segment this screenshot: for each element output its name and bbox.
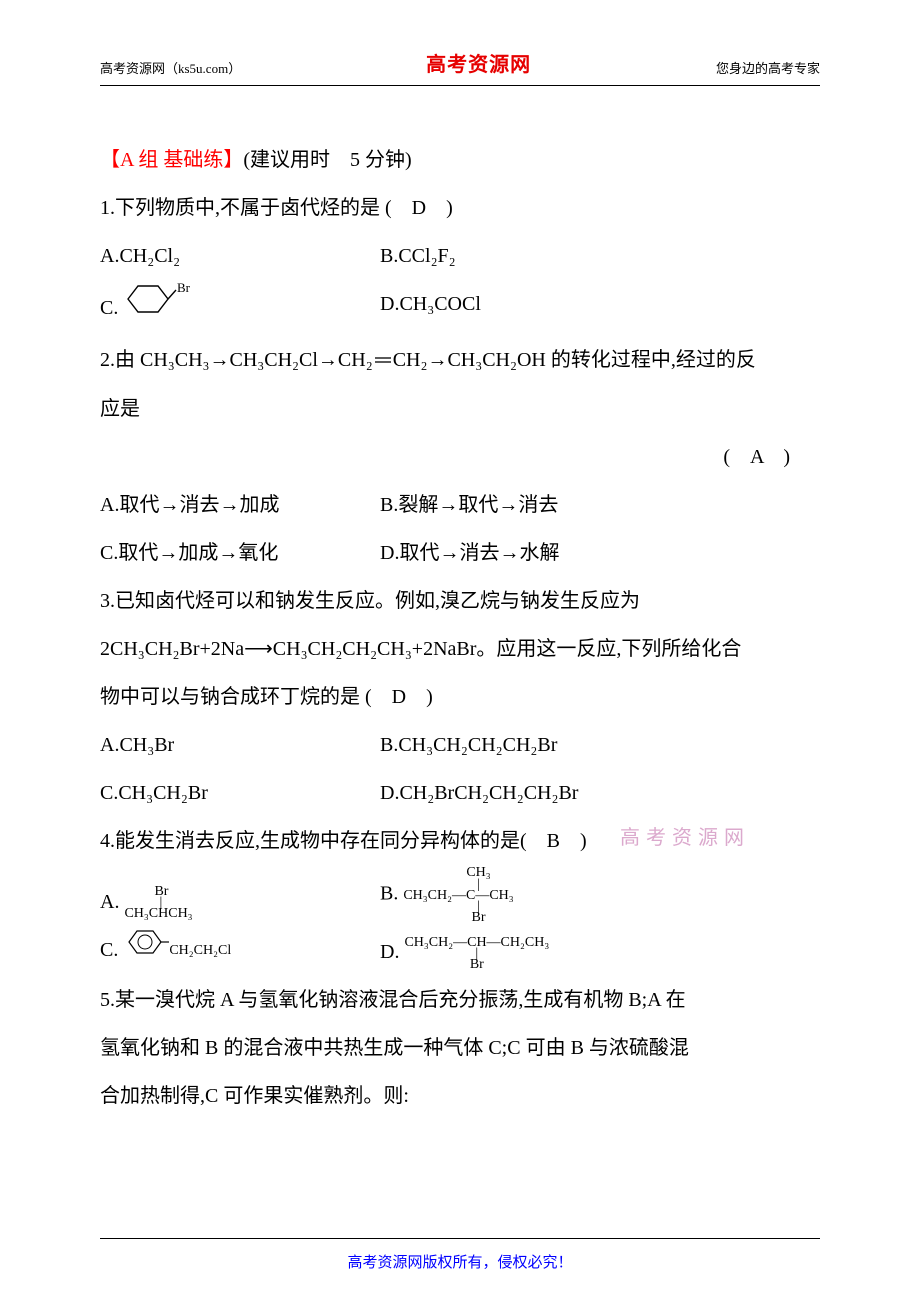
header-center: 高考资源网: [426, 48, 531, 77]
q2-optC: C.取代→加成→氧化: [100, 529, 380, 577]
q4-row2: C. CH₂CH₂Cl D. CH₃CH₂—CH—CH₂CH₃ | Br: [100, 926, 820, 976]
q4-optA: A. Br | CH₃CHCH₃: [100, 878, 380, 926]
section-heading: 【A 组 基础练】(建议用时 5 分钟): [100, 136, 820, 184]
question-2: 2.由 CH₃CH₃→CH₃CH₂Cl→CH₂ CH₂→CH₃CH₂OH 的转化过…: [100, 336, 820, 577]
q3-row1: A.CH₃Br B.CH₃CH₂CH₂CH₂Br: [100, 721, 820, 769]
q3-line1: 3.已知卤代烃可以和钠发生反应。例如,溴乙烷与钠发生反应为: [100, 577, 820, 625]
q1-row1: A.CH₂Cl₂ B.CCl₂F₂: [100, 232, 820, 280]
q3-optC: C.CH₃CH₂Br: [100, 769, 380, 817]
q4-optC: C. CH₂CH₂Cl: [100, 926, 380, 976]
q4-optB-bond1: |: [403, 881, 513, 888]
question-1: 1.下列物质中,不属于卤代烃的是 ( D ) A.CH₂Cl₂ B.CCl₂F₂…: [100, 184, 820, 336]
q4-optB-top: CH₃: [403, 865, 513, 880]
q1-optD: D.CH₃COCl: [380, 280, 820, 336]
q4-optB: B. CH₃ | CH₃CH₂—C—CH₃ | Br: [380, 865, 820, 925]
q1-optC: C. Br: [100, 280, 380, 336]
q3-line3: 物中可以与钠合成环丁烷的是 ( D ): [100, 673, 820, 721]
q1-stem: 1.下列物质中,不属于卤代烃的是 ( D ): [100, 184, 820, 232]
q4-optB-bond2: |: [403, 903, 513, 910]
q5-line3: 合加热制得,C 可作果实催熟剂。则:: [100, 1072, 820, 1120]
q2-optA: A.取代→消去→加成: [100, 481, 380, 529]
q1-optC-prefix: C.: [100, 284, 118, 332]
q2-row2: C.取代→加成→氧化 D.取代→消去→水解: [100, 529, 820, 577]
q4-row1: A. Br | CH₃CHCH₃ B. CH₃ | CH₃CH₂—C—CH₃ |…: [100, 865, 820, 925]
q3-row2: C.CH₃CH₂Br D.CH₂BrCH₂CH₂CH₂Br: [100, 769, 820, 817]
section-suffix: (建议用时 5 分钟): [243, 149, 411, 171]
q4-optD-bond: |: [404, 950, 549, 957]
watermark: 高考资源网: [620, 821, 750, 850]
q1-optA: A.CH₂Cl₂: [100, 232, 380, 280]
q1-optB: B.CCl₂F₂: [380, 232, 820, 280]
q4-optD-prefix: D.: [380, 941, 399, 963]
q3-optB: B.CH₃CH₂CH₂CH₂Br: [380, 721, 820, 769]
q1-br-label: Br: [177, 280, 191, 295]
q3-optD: D.CH₂BrCH₂CH₂CH₂Br: [380, 769, 820, 817]
double-bond-icon: [373, 337, 393, 385]
header-right: 您身边的高考专家: [716, 58, 820, 77]
q4-optD-bottom: Br: [404, 957, 549, 972]
q4-optD: D. CH₃CH₂—CH—CH₂CH₃ | Br: [380, 928, 820, 976]
q2-stem-mid: CH₂→CH₃CH₂OH 的转化过程中,经过的反: [393, 349, 756, 371]
q4-optC-prefix: C.: [100, 939, 118, 961]
q4-optB-mid: CH₃CH₂—C—CH₃: [403, 888, 513, 903]
section-label: 【A 组 基础练】: [100, 149, 243, 171]
q1-row2: C. Br D.CH₃COCl: [100, 280, 820, 336]
q4-optB-bottom: Br: [403, 910, 513, 925]
q5-line2: 氢氧化钠和 B 的混合液中共热生成一种气体 C;C 可由 B 与浓硫酸混: [100, 1024, 820, 1072]
question-5: 5.某一溴代烷 A 与氢氧化钠溶液混合后充分振荡,生成有机物 B;A 在 氢氧化…: [100, 976, 820, 1120]
q2-stem-prefix: 2.由 CH₃CH₃→CH₃CH₂Cl→CH₂: [100, 349, 373, 371]
page-footer: 高考资源网版权所有，侵权必究！: [0, 1238, 920, 1272]
q4-optA-prefix: A.: [100, 891, 119, 913]
q2-stem-line1: 2.由 CH₃CH₃→CH₃CH₂Cl→CH₂ CH₂→CH₃CH₂OH 的转化过…: [100, 336, 820, 385]
q2-stem-line2: 应是: [100, 385, 820, 433]
q3-optA: A.CH₃Br: [100, 721, 380, 769]
q2-optB: B.裂解→取代→消去: [380, 481, 820, 529]
q4-optA-bond: |: [124, 899, 192, 906]
q2-row1: A.取代→消去→加成 B.裂解→取代→消去: [100, 481, 820, 529]
header-left: 高考资源网（ks5u.com）: [100, 58, 241, 77]
document-content: 【A 组 基础练】(建议用时 5 分钟) 1.下列物质中,不属于卤代烃的是 ( …: [0, 86, 920, 1120]
q4-optD-structure: CH₃CH₂—CH—CH₂CH₃ | Br: [404, 935, 549, 973]
q2-optD: D.取代→消去→水解: [380, 529, 820, 577]
q3-line2: 2CH₃CH₂Br+2Na⟶CH₃CH₂CH₂CH₃+2NaBr。应用这一反应,…: [100, 625, 820, 673]
q4-optB-prefix: B.: [380, 883, 398, 905]
benzene-ring-icon: [123, 926, 169, 976]
q4-optC-text: CH₂CH₂Cl: [169, 943, 231, 958]
q4-optA-bottom: CH₃CHCH₃: [124, 906, 192, 921]
cyclohexane-br-icon: Br: [118, 280, 196, 336]
q2-answer: ( A ): [100, 433, 820, 481]
page-header: 高考资源网（ks5u.com） 高考资源网 您身边的高考专家: [100, 0, 820, 86]
q4-optB-structure: CH₃ | CH₃CH₂—C—CH₃ | Br: [403, 865, 513, 925]
question-3: 3.已知卤代烃可以和钠发生反应。例如,溴乙烷与钠发生反应为 2CH₃CH₂Br+…: [100, 577, 820, 817]
q5-line1: 5.某一溴代烷 A 与氢氧化钠溶液混合后充分振荡,生成有机物 B;A 在: [100, 976, 820, 1024]
footer-divider: [100, 1238, 820, 1239]
q4-optA-structure: Br | CH₃CHCH₃: [124, 884, 192, 922]
footer-text: 高考资源网版权所有，侵权必究！: [0, 1251, 920, 1272]
